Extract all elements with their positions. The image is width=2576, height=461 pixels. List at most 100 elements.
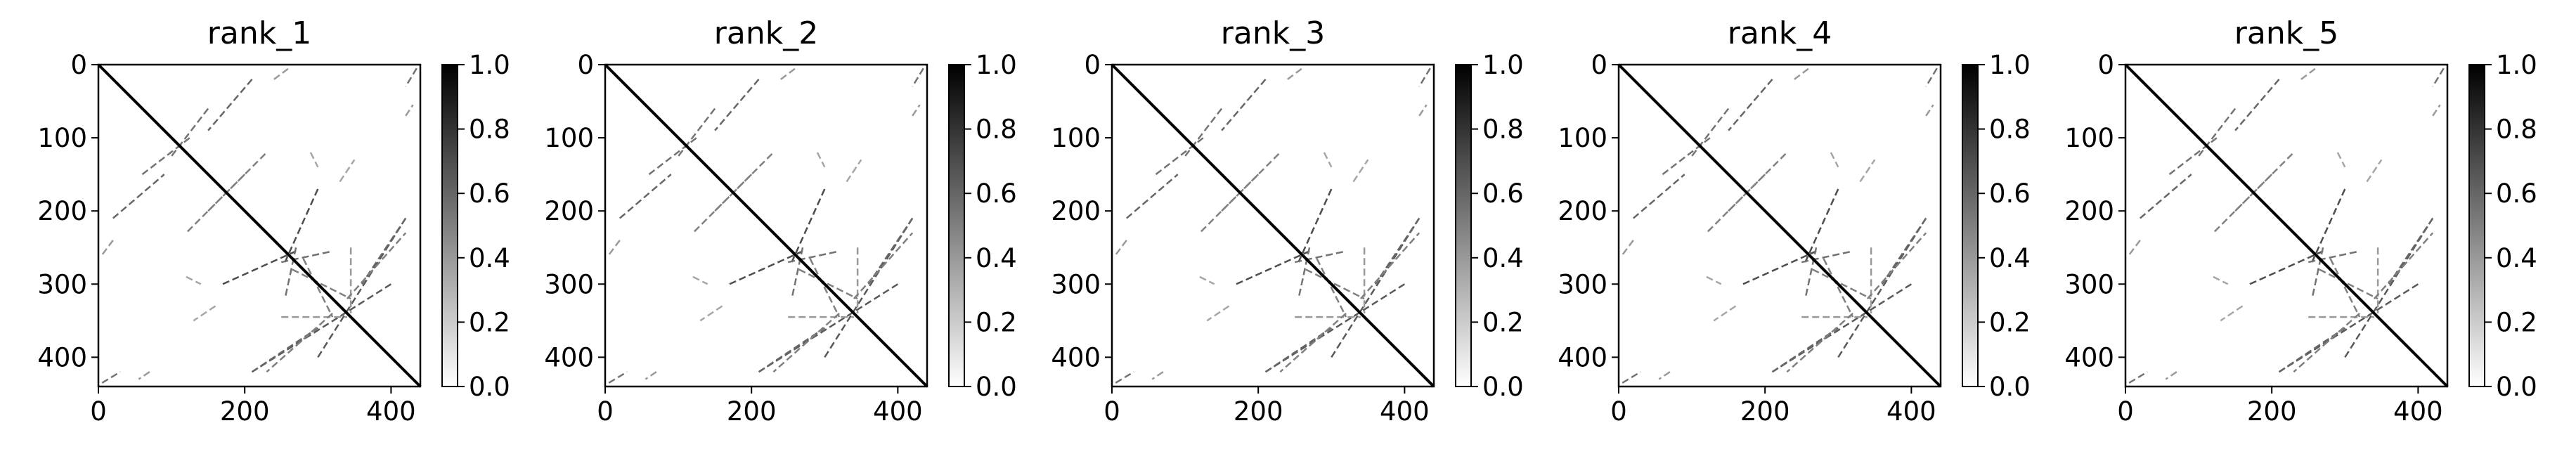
- contact-segment: [1199, 275, 1215, 285]
- y-tick-label: 200: [37, 196, 87, 226]
- colorbar: [948, 64, 965, 387]
- contact-segment: [1206, 305, 1230, 322]
- contact-segment: [1236, 250, 1310, 285]
- contact-segment: [222, 250, 297, 285]
- colorbar-tick-label: 0.6: [1989, 178, 2031, 209]
- y-tick-label: 300: [2064, 269, 2114, 299]
- contact-segment: [1866, 232, 1927, 299]
- heatmap-axes-frame: [604, 63, 928, 388]
- contact-segment: [2278, 283, 2419, 373]
- colorbar: [441, 64, 458, 387]
- x-tick-label: 200: [1234, 396, 1283, 427]
- diagonal-contacts: [2124, 63, 2449, 388]
- contact-segment: [1151, 371, 1164, 380]
- heatmap-panel: rank_30 200 40001002003004000.00.20.40.60.…: [1051, 15, 1523, 427]
- contact-segment: [1115, 371, 1134, 384]
- contact-segment: [692, 174, 753, 234]
- contact-segment: [1359, 232, 1420, 299]
- colorbar-tick-label: 0.8: [469, 115, 510, 145]
- colorbar-tick-label: 0.2: [2496, 307, 2537, 337]
- contact-segment: [1713, 305, 1737, 322]
- contact-segment: [251, 283, 392, 373]
- contact-segment: [1331, 217, 1420, 358]
- x-tick-label: 0: [1103, 396, 1120, 427]
- x-tick-label: 400: [873, 396, 923, 427]
- y-tick-label: 0: [577, 50, 594, 80]
- heatmap-axes-frame: [2124, 63, 2449, 388]
- contact-segment: [1287, 67, 1303, 80]
- colorbar-tick-label: 0.2: [1989, 307, 2031, 337]
- contact-segment: [608, 371, 628, 384]
- y-tick-label: 200: [1051, 196, 1101, 226]
- y-tick-label: 100: [544, 123, 594, 153]
- y-tick-label: 100: [1558, 123, 1607, 153]
- contact-segment: [1323, 152, 1333, 168]
- contact-segment: [699, 305, 723, 322]
- colorbar-tick-label: 0.4: [976, 243, 1017, 273]
- contact-segment: [2128, 240, 2141, 256]
- x-tick-label: 400: [2393, 396, 2443, 427]
- contact-segment: [1297, 247, 1311, 299]
- y-tick-label: 0: [1591, 50, 1607, 80]
- x-tick-label: 200: [727, 396, 777, 427]
- y-tick-label: 0: [2097, 50, 2114, 80]
- colorbar-tick-label: 0.0: [976, 372, 1017, 402]
- contact-segment: [2308, 250, 2360, 264]
- panel-title: rank_5: [2234, 15, 2338, 51]
- colorbar-tick-label: 1.0: [976, 50, 1017, 80]
- contact-segment: [1706, 174, 1766, 234]
- contact-segment: [284, 247, 297, 299]
- contact-segment: [1658, 371, 1671, 380]
- panel-title: rank_4: [1728, 15, 1832, 51]
- colorbar-tick-label: 0.4: [469, 243, 510, 273]
- contact-segment: [1804, 247, 1818, 299]
- contact-segment: [714, 79, 760, 131]
- y-tick-label: 300: [1558, 269, 1607, 299]
- contact-segment: [1859, 159, 1876, 183]
- contact-segment: [791, 188, 826, 263]
- y-tick-label: 100: [2064, 123, 2114, 153]
- contact-segment: [1794, 67, 1810, 80]
- contact-segment: [1801, 250, 1853, 264]
- colorbar-tick-label: 0.2: [1482, 307, 1524, 337]
- contact-segment: [405, 104, 414, 117]
- y-tick-label: 400: [2064, 342, 2114, 372]
- contact-segment: [1622, 371, 1641, 384]
- contact-segment: [309, 152, 319, 168]
- contact-segment: [1316, 258, 1347, 318]
- colorbar-tick-label: 0.4: [1482, 243, 1524, 273]
- contact-segment: [284, 188, 319, 263]
- contact-segment: [1786, 312, 1853, 373]
- contact-segment: [1297, 188, 1333, 263]
- contact-segment: [1925, 67, 1938, 87]
- diagonal-contacts: [1617, 63, 1942, 388]
- heatmap-axes-frame: [97, 63, 422, 388]
- x-tick-label: 0: [597, 396, 614, 427]
- colorbar: [1455, 64, 1472, 387]
- colorbar-tick-label: 0.6: [976, 178, 1017, 209]
- colorbar: [2468, 64, 2485, 387]
- y-tick-label: 0: [1084, 50, 1101, 80]
- contact-segment: [2311, 247, 2324, 299]
- contact-segment: [780, 67, 796, 80]
- colorbar-tick-label: 0.8: [976, 115, 1017, 145]
- contact-segment: [2213, 174, 2273, 234]
- colorbar-tick-label: 0.8: [1989, 115, 2031, 145]
- contact-segment: [1115, 240, 1127, 256]
- contact-segment: [608, 240, 621, 256]
- colorbar-tick-label: 0.0: [1989, 372, 2031, 402]
- contact-segment: [2213, 275, 2229, 285]
- contact-segment: [280, 250, 333, 264]
- contact-segment: [1823, 258, 1854, 318]
- contact-segment: [1622, 240, 1634, 256]
- contact-segment: [2220, 305, 2244, 322]
- contact-segment: [1728, 79, 1773, 131]
- contact-segment: [302, 258, 334, 318]
- contact-segment: [2165, 371, 2177, 380]
- contact-segment: [2249, 250, 2324, 285]
- x-tick-label: 400: [1886, 396, 1936, 427]
- contact-segment: [846, 159, 862, 183]
- colorbar-tick-label: 0.6: [1482, 178, 1524, 209]
- colorbar-tick-label: 0.6: [469, 178, 510, 209]
